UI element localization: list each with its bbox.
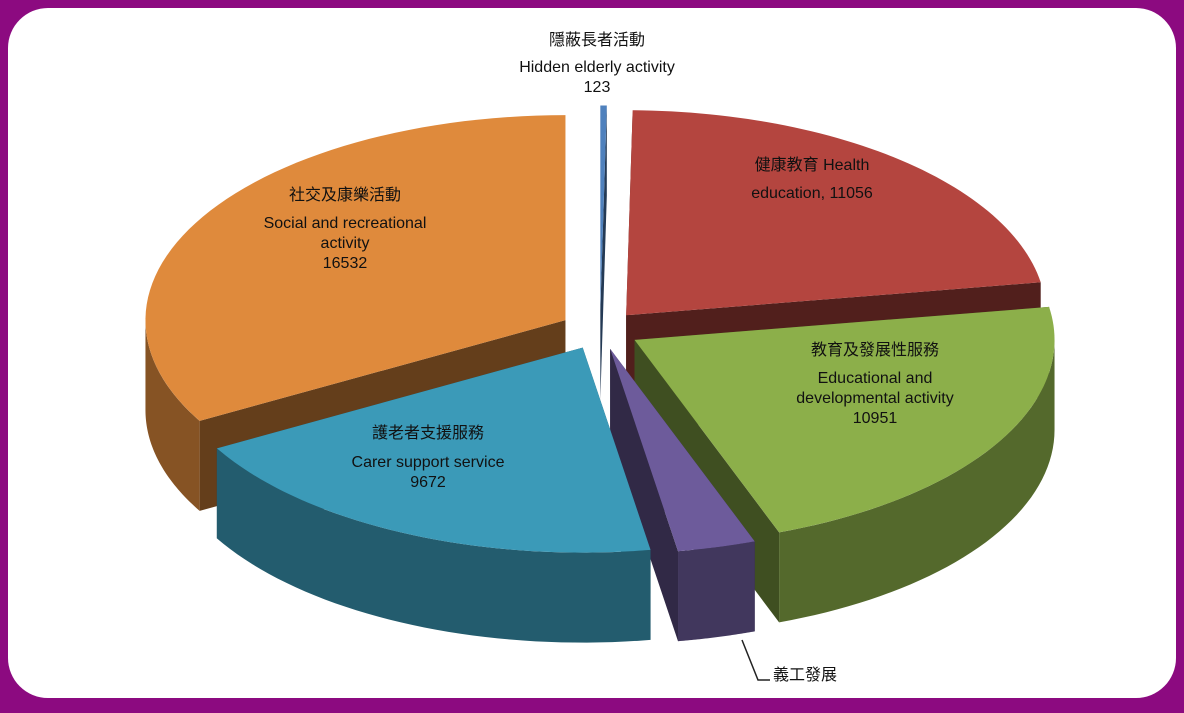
slice-label: 隱蔽長者活動: [549, 31, 645, 49]
slice: [145, 115, 566, 421]
slice-label: 教育及發展性服務: [811, 341, 939, 359]
slice-label: 健康教育 Health: [755, 156, 870, 174]
value-label: 11056: [829, 185, 872, 202]
slice-side: [600, 105, 607, 401]
slice-side: [779, 339, 1055, 623]
slice-label: 義工發展: [773, 666, 837, 684]
slice-side: [216, 448, 651, 643]
slice: [216, 347, 651, 553]
slice-side: [610, 348, 679, 642]
slice-label: activity: [321, 235, 370, 252]
slice: [626, 110, 1041, 316]
slice-label: education, 11056: [751, 185, 873, 202]
slice-label: developmental activity: [796, 390, 953, 407]
slice: [610, 348, 755, 552]
slice-label: Social and recreational: [264, 215, 427, 232]
slice-side: [145, 320, 200, 511]
slice-side: [678, 541, 755, 642]
slice-label: Educational and: [818, 370, 933, 387]
slice-label: Hidden elderly activity: [519, 59, 675, 76]
slice-label: 護老者支援服務: [372, 424, 484, 442]
value-label: 10951: [853, 410, 898, 427]
value-label: 123: [584, 79, 611, 96]
slice-label: 社交及康樂活動: [289, 186, 401, 204]
value-label: 16532: [323, 255, 368, 272]
leader-line: [741, 639, 770, 681]
slice: [600, 105, 607, 311]
value-label: 9672: [410, 474, 446, 491]
slice: [634, 306, 1055, 533]
slice-label: Carer support service: [352, 454, 505, 471]
